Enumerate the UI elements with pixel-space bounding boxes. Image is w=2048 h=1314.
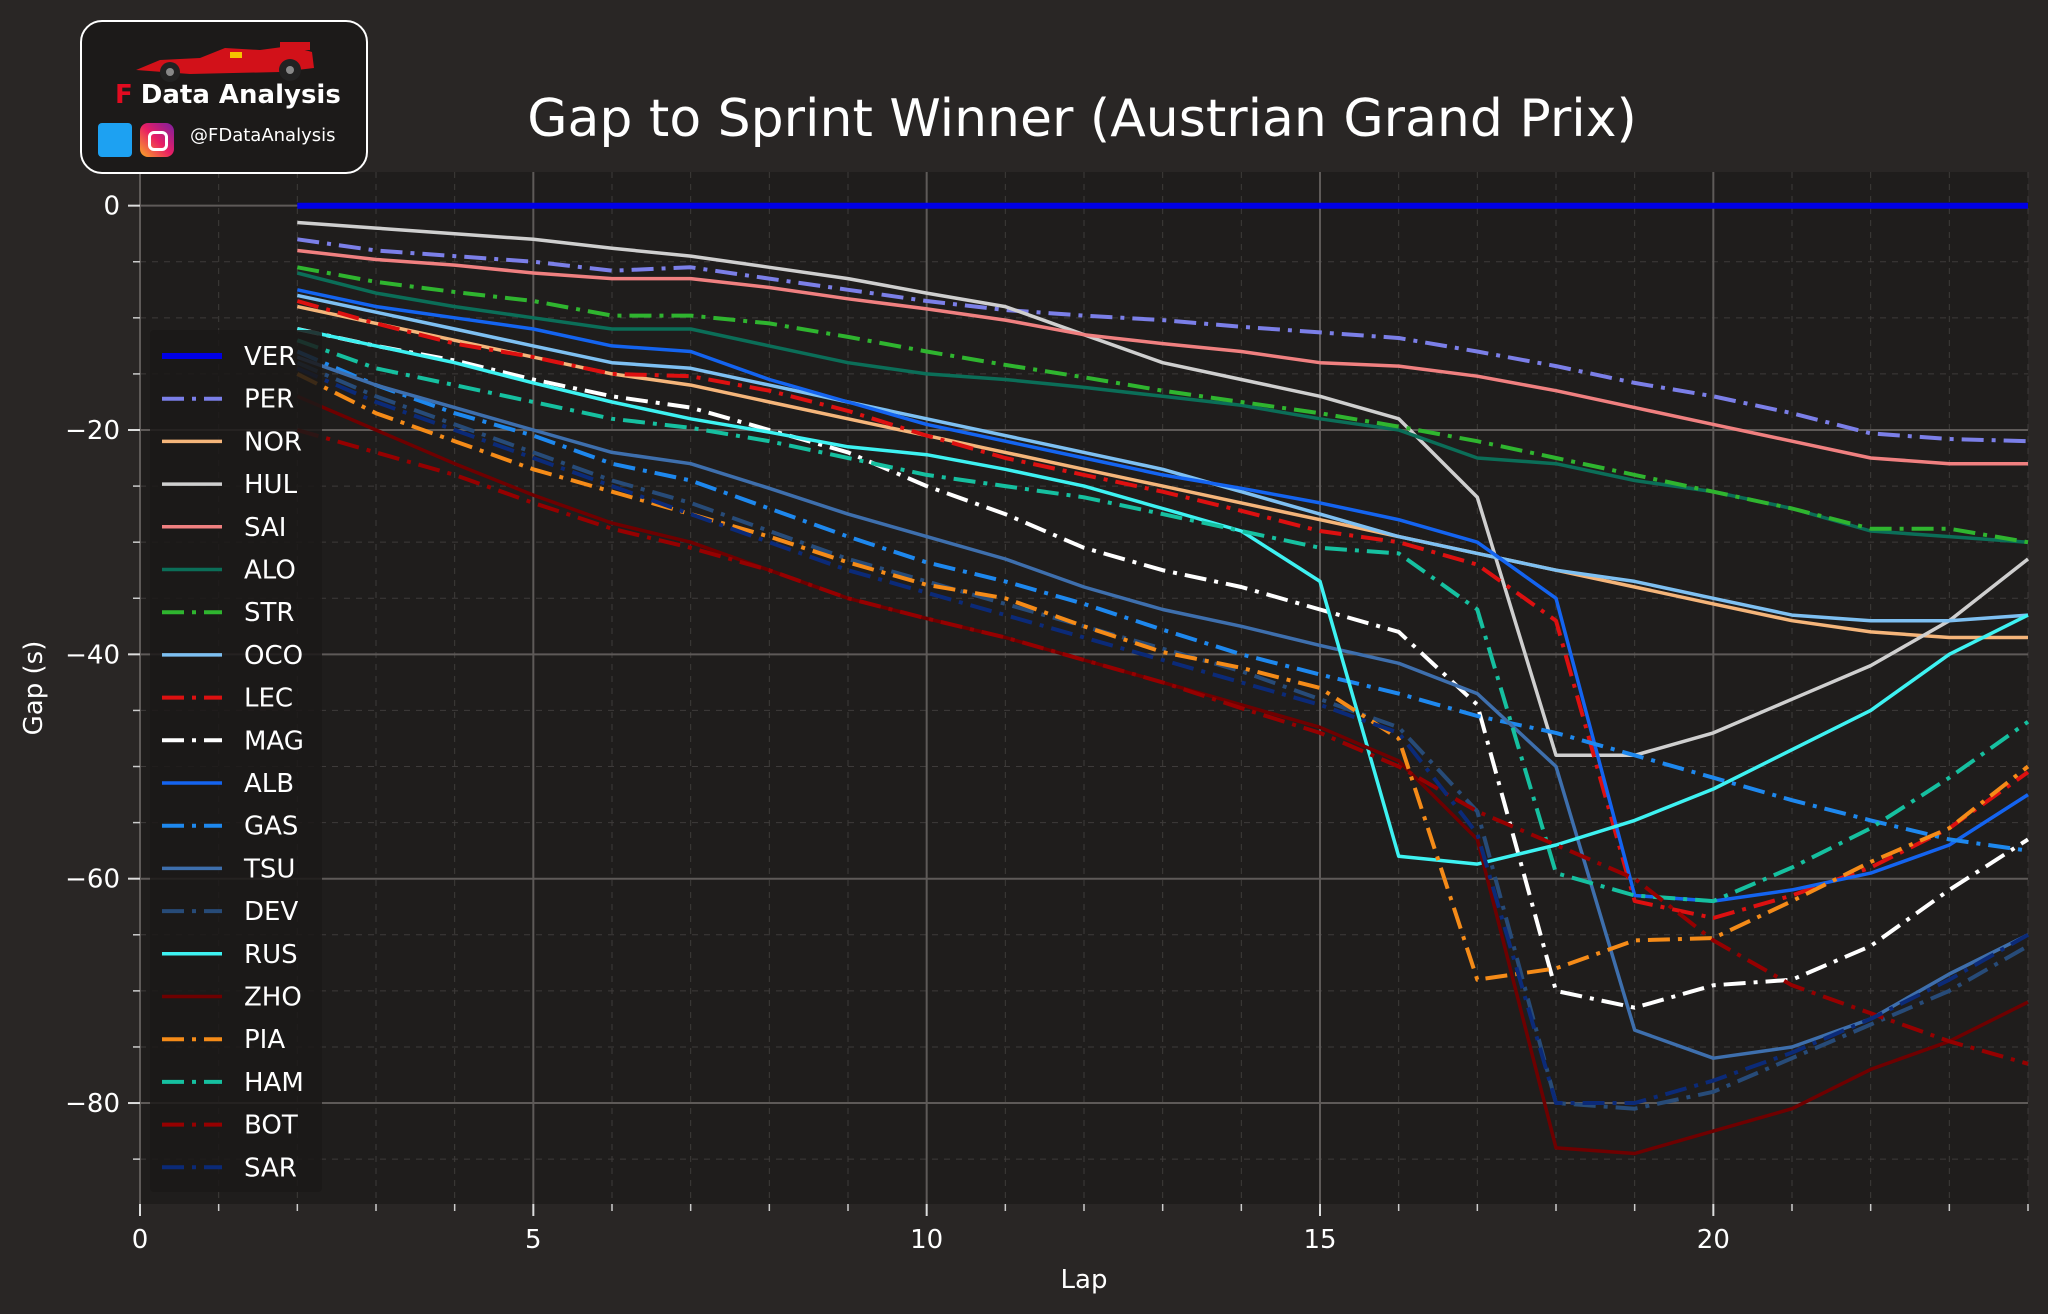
legend-label-ver: VER xyxy=(244,342,296,372)
y-tick-label: −20 xyxy=(65,416,120,446)
y-tick-label: 0 xyxy=(103,192,120,222)
legend-label-oco: OCO xyxy=(244,641,303,671)
series-line-sar xyxy=(296,366,2029,1105)
legend-label-per: PER xyxy=(244,385,294,415)
series-line-dev xyxy=(296,360,2029,1111)
legend-label-dev: DEV xyxy=(244,897,298,927)
x-tick-label: 15 xyxy=(1303,1225,1336,1255)
y-axis-label: Gap (s) xyxy=(19,641,49,736)
legend-box xyxy=(150,330,322,1192)
legend-label-sar: SAR xyxy=(244,1153,297,1183)
x-tick-label: 10 xyxy=(910,1225,943,1255)
series-line-alb xyxy=(296,288,2029,903)
legend-label-rus: RUS xyxy=(244,940,298,970)
legend-label-str: STR xyxy=(244,598,294,628)
legend-label-alo: ALO xyxy=(244,556,296,586)
series-line-lec xyxy=(296,299,2030,920)
brand-name: F Data Analysis xyxy=(115,80,341,110)
x-axis-label: Lap xyxy=(1061,1265,1108,1295)
series-line-pia xyxy=(296,372,2030,982)
legend-label-lec: LEC xyxy=(244,684,293,714)
x-tick-label: 20 xyxy=(1697,1225,1730,1255)
y-tick-label: −60 xyxy=(65,865,120,895)
series-line-hul xyxy=(297,220,2030,758)
series-line-ham xyxy=(296,338,2030,904)
legend-label-alb: ALB xyxy=(244,769,294,799)
twitter-icon xyxy=(98,123,132,157)
legend-label-hul: HUL xyxy=(244,470,298,500)
legend-label-tsu: TSU xyxy=(243,854,295,884)
series-lines xyxy=(296,202,2030,1156)
legend-label-sai: SAI xyxy=(244,513,286,543)
chart-title: Gap to Sprint Winner (Austrian Grand Pri… xyxy=(527,89,1637,149)
y-tick-label: −40 xyxy=(65,640,120,670)
legend-label-gas: GAS xyxy=(244,812,298,842)
race-car-icon xyxy=(136,42,314,82)
axis-ticks: 0 5 10 15 20 0 −20 −40 −60 −80 xyxy=(65,192,2029,1255)
series-line-oco xyxy=(296,293,2029,623)
series-line-per xyxy=(297,237,2029,444)
legend-label-bot: BOT xyxy=(244,1111,298,1141)
legend-label-ham: HAM xyxy=(244,1068,304,1098)
legend-label-mag: MAG xyxy=(244,726,304,756)
y-tick-label: −80 xyxy=(65,1089,120,1119)
legend-label-pia: PIA xyxy=(244,1025,285,1055)
series-line-rus xyxy=(296,327,2029,866)
brand-text: Data Analysis xyxy=(140,80,341,110)
series-line-tsu xyxy=(296,355,2029,1060)
x-tick-label: 0 xyxy=(132,1225,149,1255)
legend-label-nor: NOR xyxy=(244,427,302,457)
series-line-gas xyxy=(296,349,2029,853)
series-line-sai xyxy=(297,248,2028,466)
legend: VER PER NOR HUL SAI ALO STR OCO LEC MAG ALB GAS TSU D… xyxy=(150,330,322,1192)
legend-label-zho: ZHO xyxy=(244,983,302,1013)
series-line-alo xyxy=(296,271,2029,544)
series-line-bot xyxy=(296,428,2029,1066)
brand-letter: F xyxy=(115,80,133,110)
x-tick-label: 5 xyxy=(525,1225,542,1255)
instagram-icon xyxy=(140,123,174,157)
series-line-mag xyxy=(296,327,2030,1010)
social-handle: @FDataAnalysis xyxy=(190,125,336,146)
